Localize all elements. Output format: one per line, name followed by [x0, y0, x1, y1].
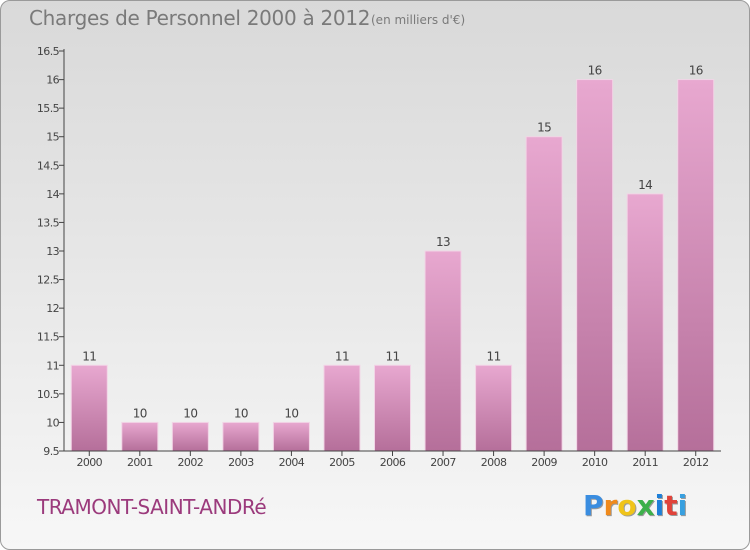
logo-letter: t — [664, 489, 678, 522]
bar — [323, 364, 361, 452]
x-tick-label: 2010 — [582, 456, 608, 469]
bar — [374, 364, 411, 452]
bar-value-label: 15 — [537, 121, 551, 135]
place-name: TRAMONT-SAINT-ANDRé — [37, 495, 267, 519]
x-tick-label: 2002 — [178, 456, 204, 469]
x-tick-label: 2012 — [683, 456, 709, 469]
bar-value-label: 14 — [638, 178, 652, 192]
proxiti-logo: Proxiti — [583, 489, 687, 522]
x-tick-label: 2007 — [430, 456, 456, 469]
bar — [424, 250, 462, 452]
y-tick-label: 14 — [46, 188, 59, 201]
x-tick-label: 2005 — [329, 456, 355, 469]
y-tick-label: 11 — [46, 359, 59, 372]
y-tick-label: 15.5 — [37, 102, 60, 115]
x-tick-label: 2009 — [531, 456, 557, 469]
x-tick-label: 2000 — [76, 456, 102, 469]
bar — [171, 421, 209, 452]
bar-value-label: 10 — [183, 406, 197, 420]
y-tick-label: 12.5 — [37, 274, 60, 287]
logo-letter: i — [654, 489, 665, 522]
x-tick-label: 2008 — [481, 456, 507, 469]
bar-value-label: 10 — [133, 406, 147, 420]
x-tick-label: 2006 — [380, 456, 406, 469]
x-tick-label: 2011 — [632, 456, 658, 469]
y-tick-label: 9.5 — [43, 445, 59, 458]
y-tick-label: 15 — [46, 131, 59, 144]
y-tick-label: 13.5 — [37, 216, 60, 229]
y-tick-label: 11.5 — [37, 331, 60, 344]
x-tick-label: 2004 — [279, 456, 305, 469]
x-tick-label: 2001 — [127, 456, 153, 469]
bars: 11 10 10 10 10 11 11 13 11 15 16 14 16 — [70, 64, 715, 452]
logo-letter: P — [583, 489, 604, 522]
bar — [576, 79, 614, 452]
bar-value-label: 10 — [234, 406, 248, 420]
bar — [677, 79, 715, 452]
y-tick-label: 14.5 — [37, 159, 60, 172]
y-axis: 9.5 10 10.5 11 11.5 12 12.5 13 13.5 14 14.5 15 15.5 1… — [37, 45, 65, 458]
bar-value-label: 16 — [588, 64, 602, 78]
y-tick-label: 16 — [46, 74, 59, 87]
bar-value-label: 10 — [284, 406, 298, 420]
bar — [272, 421, 310, 452]
y-tick-label: 13 — [46, 245, 59, 258]
logo-letter: i — [677, 489, 688, 522]
bar-value-label: 13 — [436, 235, 450, 249]
bar-value-label: 11 — [335, 349, 349, 363]
bar — [121, 421, 159, 452]
bar-value-label: 11 — [82, 349, 96, 363]
y-tick-label: 10 — [46, 416, 59, 429]
bar — [222, 421, 260, 452]
bar-value-label: 11 — [487, 349, 501, 363]
logo-letter: o — [617, 489, 637, 522]
chart-title: Charges de Personnel 2000 à 2012 — [29, 6, 371, 30]
bar — [475, 364, 513, 452]
x-axis: 2000 2001 2002 2003 2004 2005 2006 2007 2008 2009… — [64, 450, 721, 469]
chart-subtitle: (en milliers d'€) — [371, 13, 466, 27]
logo-letter: r — [603, 489, 618, 522]
bar-value-label: 16 — [689, 64, 703, 78]
bar — [525, 136, 563, 452]
bar — [70, 364, 108, 452]
y-tick-label: 12 — [46, 302, 59, 315]
bar-value-label: 11 — [385, 349, 399, 363]
logo-letter: x — [636, 489, 655, 522]
y-tick-label: 16.5 — [37, 45, 60, 58]
y-tick-label: 10.5 — [37, 388, 60, 401]
bar — [626, 193, 664, 452]
x-tick-label: 2003 — [228, 456, 254, 469]
